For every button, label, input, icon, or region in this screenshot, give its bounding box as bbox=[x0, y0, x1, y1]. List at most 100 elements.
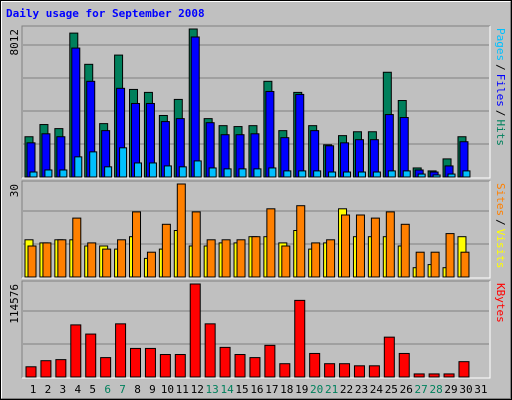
bar bbox=[59, 169, 68, 178]
bar bbox=[283, 170, 292, 178]
bar bbox=[326, 239, 336, 278]
bar bbox=[264, 344, 276, 378]
legend: KBytes bbox=[494, 283, 507, 323]
bar bbox=[89, 151, 98, 178]
chart-title: Daily usage for September 2008 bbox=[6, 7, 205, 20]
bar bbox=[190, 36, 200, 178]
y-tick-label: 30 bbox=[8, 184, 21, 197]
x-tick-label: 5 bbox=[89, 383, 96, 396]
y-tick-label: 8012 bbox=[8, 29, 21, 56]
bar bbox=[443, 373, 455, 378]
bar bbox=[189, 283, 201, 378]
x-tick-label: 14 bbox=[220, 383, 234, 396]
bar bbox=[339, 363, 351, 378]
legend-entry: Sites bbox=[494, 183, 507, 216]
bar bbox=[27, 245, 37, 278]
bar bbox=[343, 171, 352, 178]
bar bbox=[159, 354, 171, 378]
legend: Pages / Files / Hits bbox=[494, 28, 507, 146]
bar bbox=[130, 347, 142, 378]
panel-bevel bbox=[22, 26, 491, 179]
bar bbox=[430, 251, 440, 278]
bar bbox=[328, 171, 337, 178]
bar bbox=[146, 251, 156, 278]
bar bbox=[268, 167, 277, 178]
bar bbox=[219, 346, 231, 378]
bar bbox=[399, 117, 409, 178]
bar bbox=[234, 354, 246, 378]
bar bbox=[279, 363, 291, 378]
bar bbox=[354, 139, 364, 178]
bar bbox=[369, 139, 379, 178]
bar bbox=[249, 357, 261, 378]
bar bbox=[298, 170, 307, 178]
bar bbox=[253, 168, 262, 178]
x-tick-label: 21 bbox=[325, 383, 338, 396]
bar bbox=[355, 214, 365, 278]
bar bbox=[384, 114, 394, 178]
bar bbox=[134, 162, 143, 178]
x-tick-label: 15 bbox=[235, 383, 248, 396]
bar bbox=[296, 205, 306, 278]
bar bbox=[400, 223, 410, 278]
bar bbox=[398, 352, 410, 378]
bar bbox=[428, 373, 440, 378]
bar bbox=[432, 174, 441, 178]
bar bbox=[191, 211, 201, 278]
x-tick-label: 4 bbox=[74, 383, 81, 396]
legend-separator: / bbox=[494, 64, 507, 71]
x-tick-label: 16 bbox=[250, 383, 263, 396]
bar bbox=[413, 373, 425, 378]
x-tick-label: 18 bbox=[280, 383, 293, 396]
legend-separator: / bbox=[494, 110, 507, 117]
x-tick-label: 11 bbox=[176, 383, 189, 396]
x-tick-label: 13 bbox=[206, 383, 219, 396]
bar bbox=[174, 354, 186, 378]
panel-bevel bbox=[22, 181, 491, 279]
x-tick-label: 8 bbox=[134, 383, 141, 396]
x-tick-label: 19 bbox=[295, 383, 308, 396]
bar bbox=[70, 324, 82, 378]
panel-bevel bbox=[21, 280, 490, 378]
bar bbox=[221, 239, 231, 278]
bar bbox=[236, 239, 246, 278]
panel-bevel bbox=[21, 25, 490, 178]
bar bbox=[402, 170, 411, 178]
bar bbox=[115, 323, 127, 378]
bar bbox=[309, 352, 321, 378]
bar bbox=[387, 170, 396, 178]
bar bbox=[25, 366, 37, 378]
bar bbox=[313, 170, 322, 178]
bar bbox=[458, 361, 470, 378]
bar bbox=[294, 299, 306, 378]
bar bbox=[357, 171, 366, 178]
legend-entry: KBytes bbox=[494, 283, 507, 323]
bar bbox=[251, 236, 261, 278]
bar bbox=[161, 223, 171, 278]
bar bbox=[281, 245, 291, 278]
bar bbox=[117, 239, 127, 278]
bar bbox=[385, 211, 395, 278]
bar bbox=[55, 359, 67, 378]
x-tick-label: 25 bbox=[385, 383, 398, 396]
bar bbox=[102, 248, 112, 278]
bar bbox=[370, 217, 380, 278]
bar bbox=[72, 217, 82, 278]
x-tick-label: 30 bbox=[459, 383, 472, 396]
bar bbox=[40, 360, 52, 378]
x-tick-label: 2 bbox=[45, 383, 52, 396]
bar bbox=[445, 233, 455, 278]
bar bbox=[100, 357, 112, 378]
bar bbox=[44, 169, 53, 178]
legend: Sites / Visits bbox=[494, 183, 507, 269]
x-tick-label: 20 bbox=[310, 383, 323, 396]
bar bbox=[104, 166, 113, 178]
panel-bevel bbox=[22, 281, 491, 379]
bar bbox=[383, 336, 395, 378]
bar bbox=[238, 168, 247, 178]
bar bbox=[447, 173, 456, 178]
bar bbox=[132, 211, 142, 278]
x-tick-label: 17 bbox=[265, 383, 278, 396]
